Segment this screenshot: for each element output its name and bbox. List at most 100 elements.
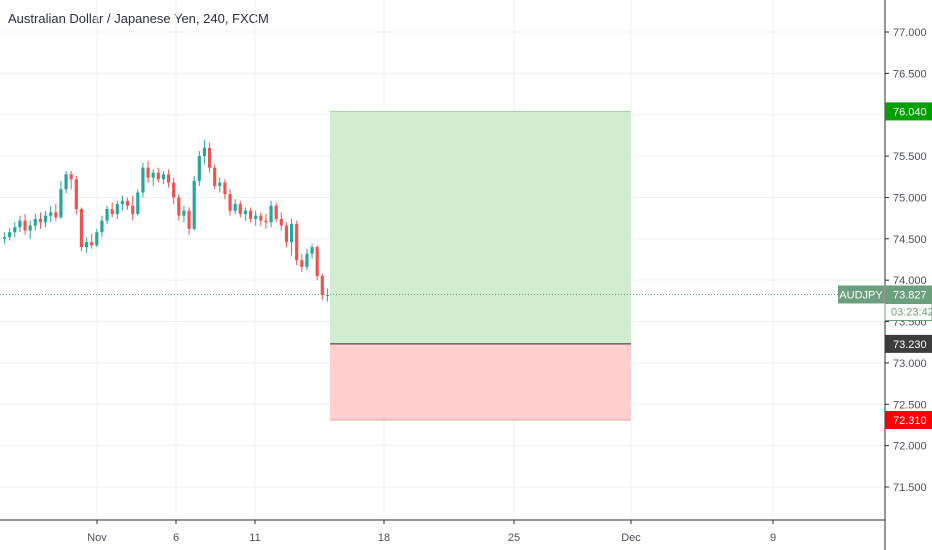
target-price-tag-label: 76.040 [893, 106, 927, 118]
candle-up [218, 177, 222, 193]
candle-body [166, 174, 171, 183]
candle-up [151, 169, 155, 186]
candle-up [49, 205, 53, 223]
candle-body [254, 215, 258, 219]
candle-up [289, 218, 294, 256]
candle-down [166, 169, 171, 188]
candle-down [90, 233, 94, 249]
candle-down [238, 200, 242, 218]
candle-body [223, 182, 227, 195]
candle-body [136, 192, 140, 214]
candle-body [207, 147, 212, 168]
candle-body [289, 223, 294, 243]
candle-body [146, 167, 150, 178]
y-tick-label: 75.000 [893, 192, 927, 204]
candle-down [320, 273, 324, 301]
candle-down [38, 212, 43, 229]
candle-body [295, 223, 299, 261]
candle-down [228, 189, 232, 216]
candle-up [100, 215, 104, 238]
candle-down [110, 202, 114, 218]
candle-up [141, 162, 145, 198]
candle-body [120, 200, 125, 205]
y-tick-label: 75.500 [893, 151, 927, 163]
y-tick-label: 72.000 [893, 441, 927, 453]
candle-up [105, 205, 109, 224]
candle-body [90, 242, 94, 246]
y-tick-label: 72.500 [893, 399, 927, 411]
y-tick-label: 77.000 [893, 27, 927, 39]
candle-down [54, 204, 58, 221]
candle-up [197, 151, 201, 186]
x-tick-label: Dec [621, 532, 641, 544]
price-tags: 76.040 73.230 72.310 AUDJPY 73.827 03:23:42 [838, 102, 932, 429]
candle-up [325, 288, 330, 302]
x-tick-label: 6 [173, 532, 179, 544]
candle-body [156, 172, 160, 180]
time-axis[interactable]: Nov 6 11 18 25 Dec 9 [87, 520, 776, 544]
candle-body [131, 205, 135, 214]
candle-down [177, 194, 181, 221]
last-price-bg [885, 285, 932, 304]
candle-body [320, 276, 324, 296]
candle-down [300, 253, 304, 272]
entry-price-tag: 73.230 [885, 334, 932, 353]
candle-up [33, 214, 37, 231]
last-price-tag: AUDJPY 73.827 03:23:42 [838, 285, 932, 321]
candle-body [59, 189, 63, 218]
candle-body [23, 220, 27, 231]
candle-body [28, 225, 32, 231]
candle-body [300, 260, 304, 267]
candle-up [8, 228, 12, 241]
countdown-label: 03:23:42 [891, 306, 932, 318]
candle-body [243, 210, 248, 214]
candle-up [202, 139, 207, 165]
candle-body [2, 237, 7, 239]
candle-body [33, 218, 37, 226]
candle-up [115, 200, 119, 219]
symbol-tag-label: AUDJPY [839, 289, 883, 301]
candle-body [64, 174, 68, 190]
candle-body [172, 182, 176, 198]
candle-body [8, 232, 12, 238]
entry-price-tag-bg [885, 334, 932, 353]
candle-body [202, 147, 207, 157]
candle-down [125, 197, 130, 210]
x-tick-label: 9 [770, 532, 776, 544]
candle-body [18, 220, 22, 228]
candle-down [295, 220, 299, 266]
candle-down [259, 212, 263, 226]
candle-down [74, 175, 78, 214]
candle-up [43, 210, 48, 228]
stop-price-tag-label: 72.310 [893, 415, 927, 427]
candle-body [84, 242, 89, 248]
candle-body [105, 209, 109, 221]
position-zones[interactable] [330, 110, 631, 421]
candle-up [95, 228, 99, 248]
candle-up [233, 199, 237, 214]
candle-up [18, 215, 22, 233]
candle-down [23, 214, 27, 235]
y-tick-label: 74.500 [893, 234, 927, 246]
candle-up [13, 222, 17, 238]
candle-up [59, 180, 63, 219]
candle-down [264, 214, 268, 229]
candle-down [274, 202, 278, 223]
candle-down [79, 207, 84, 252]
candle-body [182, 210, 186, 216]
last-price-label: 73.827 [893, 289, 927, 301]
symbol-tag-bg [838, 285, 884, 304]
candle-body [233, 204, 237, 211]
candle-body [305, 253, 309, 267]
candle-body [284, 225, 289, 243]
loss-zone [330, 343, 631, 420]
y-tick-label: 71.500 [893, 482, 927, 494]
y-tick-label: 74.000 [893, 275, 927, 287]
candle-down [315, 245, 319, 281]
candle-down [146, 161, 150, 183]
candle-up [28, 220, 32, 239]
candle-body [79, 209, 84, 248]
candles [2, 139, 330, 302]
candle-down [156, 167, 160, 183]
